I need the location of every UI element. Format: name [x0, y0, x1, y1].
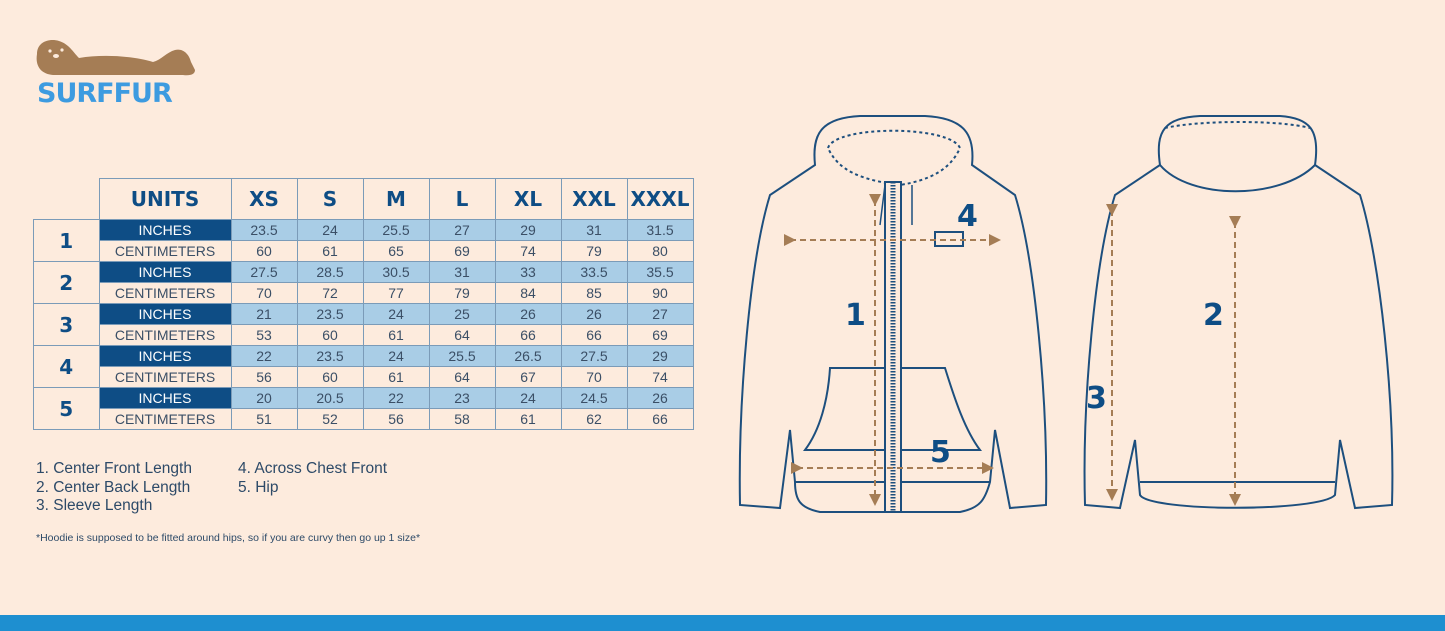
table-cell: 23.5	[230, 219, 298, 241]
table-cell: 24.5	[560, 387, 628, 409]
table-cell: 69	[626, 324, 694, 346]
table-cell: 27	[428, 219, 496, 241]
hoodie-back	[1083, 115, 1394, 510]
measurement-label-4: 4	[957, 199, 978, 234]
table-cell: 20.5	[296, 387, 364, 409]
table-cell: 60	[296, 366, 364, 388]
table-cell: 85	[560, 282, 628, 304]
table-cell: 61	[362, 324, 430, 346]
unit-label: CENTIMETERS	[98, 408, 232, 430]
table-row-inches: 4 INCHES 22 23.5 24 25.5 26.5 27.5 29	[33, 345, 694, 388]
legend-item: 1. Center Front Length	[36, 460, 192, 477]
fit-note: *Hoodie is supposed to be fitted around …	[36, 532, 421, 544]
table-cell: 74	[626, 366, 694, 388]
table-cell: 84	[494, 282, 562, 304]
table-row-inches: 3 INCHES 21 23.5 24 25 26 26 27	[33, 303, 694, 346]
hoodie-front	[738, 115, 1048, 513]
table-cell: 27	[626, 303, 694, 325]
table-cell: 25.5	[362, 219, 430, 241]
table-cell: 24	[362, 303, 430, 325]
table-cell: 53	[230, 324, 298, 346]
legend-item: 3. Sleeve Length	[36, 497, 153, 514]
surffur-logo: SURFFUR	[33, 38, 198, 109]
size-header: L	[428, 178, 496, 220]
table-cell: 65	[362, 240, 430, 262]
table-cell: 30.5	[362, 261, 430, 283]
table-cell: 66	[626, 408, 694, 430]
unit-label: CENTIMETERS	[98, 240, 232, 262]
table-cell: 31	[428, 261, 496, 283]
table-cell: 61	[296, 240, 364, 262]
table-cell: 25.5	[428, 345, 496, 367]
table-cell: 60	[296, 324, 364, 346]
table-cell: 21	[230, 303, 298, 325]
unit-label: CENTIMETERS	[98, 366, 232, 388]
measurement-arrows	[784, 194, 1241, 506]
unit-label: CENTIMETERS	[98, 282, 232, 304]
table-cell: 27.5	[230, 261, 298, 283]
table-cell: 72	[296, 282, 364, 304]
table-cell: 23.5	[296, 303, 364, 325]
brand-name: SURFFUR	[37, 78, 173, 109]
table-cell: 62	[560, 408, 628, 430]
measurement-label-2: 2	[1203, 298, 1224, 333]
table-cell: 64	[428, 366, 496, 388]
otter-icon	[36, 40, 195, 76]
table-cell: 33	[494, 261, 562, 283]
table-cell: 79	[428, 282, 496, 304]
legend-item: 4. Across Chest Front	[238, 460, 388, 477]
table-cell: 74	[494, 240, 562, 262]
table-cell: 26	[560, 303, 628, 325]
table-cell: 23	[428, 387, 496, 409]
size-header: XXL	[560, 178, 628, 220]
table-cell: 29	[494, 219, 562, 241]
table-cell: 56	[230, 366, 298, 388]
table-cell: 90	[626, 282, 694, 304]
table-cell: 80	[626, 240, 694, 262]
measurement-number: 1	[33, 219, 100, 262]
table-cell: 33.5	[560, 261, 628, 283]
measurement-number: 5	[33, 387, 100, 430]
table-cell: 69	[428, 240, 496, 262]
table-cell: 66	[494, 324, 562, 346]
table-cell: 22	[230, 345, 298, 367]
measurement-number: 3	[33, 303, 100, 346]
table-cell: 51	[230, 408, 298, 430]
table-row-inches: 1 INCHES 23.5 24 25.5 27 29 31 31.5	[33, 219, 694, 262]
unit-label: INCHES	[98, 261, 232, 283]
unit-label: CENTIMETERS	[98, 324, 232, 346]
table-header-row: UNITS XS S M L XL XXL XXXL	[34, 178, 694, 220]
table-row-centimeters: CENTIMETERS 60 61 65 69 74 79 80	[34, 240, 694, 262]
measurement-label-3: 3	[1086, 381, 1107, 416]
measurement-label-5: 5	[930, 435, 951, 470]
table-cell: 79	[560, 240, 628, 262]
table-row-centimeters: CENTIMETERS 51 52 56 58 61 62 66	[34, 408, 694, 430]
size-header: M	[362, 178, 430, 220]
table-cell: 58	[428, 408, 496, 430]
table-row-centimeters: CENTIMETERS 70 72 77 79 84 85 90	[34, 282, 694, 304]
footer-bar	[0, 615, 1445, 631]
table-cell: 28.5	[296, 261, 364, 283]
legend-item: 5. Hip	[238, 478, 279, 496]
table-cell: 61	[494, 408, 562, 430]
measurement-label-1: 1	[845, 298, 866, 333]
table-cell: 25	[428, 303, 496, 325]
table-cell: 66	[560, 324, 628, 346]
table-cell: 26.5	[494, 345, 562, 367]
table-cell: 24	[494, 387, 562, 409]
size-header: XXXL	[626, 178, 694, 220]
table-cell: 61	[362, 366, 430, 388]
size-chart-table: UNITS XS S M L XL XXL XXXL 1 INCHES 23.5 2…	[33, 178, 694, 430]
legend-item: 2. Center Back Length	[36, 478, 191, 496]
table-cell: 56	[362, 408, 430, 430]
unit-label: INCHES	[98, 345, 232, 367]
